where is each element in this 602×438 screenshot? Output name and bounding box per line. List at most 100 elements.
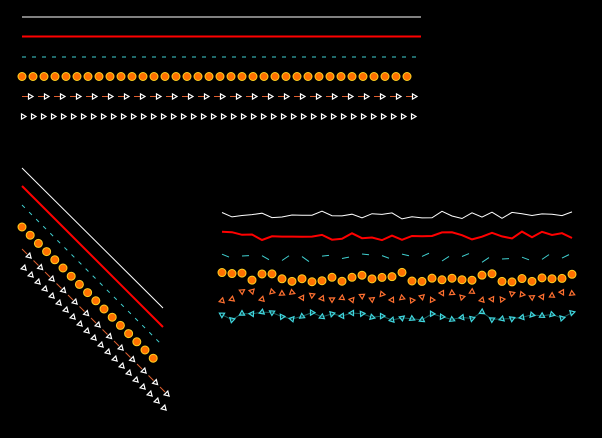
triangle-marker xyxy=(210,112,218,121)
wavy-triangle-marker xyxy=(309,308,317,317)
wavy-lines-panel xyxy=(217,210,577,324)
circle-marker xyxy=(391,72,401,81)
circle-marker xyxy=(317,276,327,286)
triangle-marker xyxy=(180,112,188,121)
circle-marker xyxy=(314,72,324,81)
wavy-triangle-marker xyxy=(468,287,476,295)
circle-marker xyxy=(427,273,437,283)
circle-marker xyxy=(25,230,35,240)
wavy-triangle-marker xyxy=(369,313,377,321)
wavy-triangle-marker xyxy=(279,313,287,321)
triangle-marker xyxy=(90,112,98,121)
diagonal-dashed-line xyxy=(21,204,162,345)
wavy-triangle-marker xyxy=(457,313,465,321)
triangle-marker xyxy=(54,298,62,306)
circle-marker xyxy=(497,276,507,286)
wavy-dash-segment xyxy=(341,256,350,259)
circle-marker xyxy=(292,72,302,81)
triangle-marker xyxy=(140,112,148,121)
wavy-faint-line xyxy=(221,311,573,321)
wavy-triangle-marker xyxy=(268,310,276,317)
wavy-triangle-marker xyxy=(308,292,316,300)
circle-marker xyxy=(127,72,137,81)
circle-marker xyxy=(248,72,258,81)
wavy-triangle-marker xyxy=(559,315,567,323)
wavy-dash-segment xyxy=(261,255,270,261)
wavy-triangle-marker xyxy=(548,291,556,298)
circle-marker xyxy=(50,72,60,81)
circle-marker xyxy=(347,272,357,282)
triangle-marker xyxy=(187,92,195,101)
triangle-marker xyxy=(390,112,398,121)
triangle-marker xyxy=(160,112,168,121)
triangle-marker xyxy=(139,92,147,101)
circle-marker xyxy=(149,72,159,81)
triangle-marker xyxy=(123,92,131,101)
wavy-triangle-marker xyxy=(387,315,395,324)
circle-marker xyxy=(116,72,126,81)
triangle-marker xyxy=(20,112,28,121)
triangle-marker xyxy=(40,112,48,121)
triangle-marker xyxy=(155,92,163,101)
circle-marker xyxy=(447,273,457,283)
triangle-marker xyxy=(340,112,348,121)
wavy-triangle-marker xyxy=(468,315,476,323)
circle-marker xyxy=(547,274,557,284)
wavy-triangle-marker xyxy=(387,296,395,304)
circle-marker xyxy=(28,72,38,81)
triangle-marker xyxy=(100,112,108,121)
wavy-triangle-marker xyxy=(328,297,336,304)
circle-marker xyxy=(467,275,477,285)
triangle-marker xyxy=(411,92,419,101)
circle-marker xyxy=(281,72,291,81)
triangle-marker xyxy=(70,297,78,305)
triangle-marker xyxy=(70,112,78,121)
circle-marker xyxy=(72,72,82,81)
circle-marker xyxy=(507,277,517,287)
circle-marker xyxy=(115,320,125,330)
circle-marker xyxy=(39,72,49,81)
circle-marker xyxy=(66,271,76,281)
wavy-triangle-marker xyxy=(247,310,255,318)
triangle-marker xyxy=(120,112,128,121)
triangle-marker xyxy=(162,389,170,397)
wavy-triangle-marker xyxy=(278,289,286,296)
triangle-marker xyxy=(80,112,88,121)
circle-marker xyxy=(204,72,214,81)
triangle-marker xyxy=(347,92,355,101)
triangle-marker xyxy=(250,112,258,121)
circle-marker xyxy=(287,276,297,286)
triangle-marker xyxy=(138,382,146,390)
wavy-triangle-marker xyxy=(257,295,265,303)
circle-marker xyxy=(387,272,397,282)
circle-marker xyxy=(567,269,577,279)
wavy-dash-segment xyxy=(401,253,410,257)
wavy-triangle-marker xyxy=(398,293,406,301)
wavy-dash-segment xyxy=(301,256,310,262)
circle-marker xyxy=(160,72,170,81)
circle-marker xyxy=(237,268,247,278)
circle-marker xyxy=(217,268,227,278)
diagonal-thick-line xyxy=(21,185,164,328)
circle-marker xyxy=(297,274,307,284)
circle-marker xyxy=(277,274,287,284)
wavy-triangle-marker xyxy=(247,288,255,296)
circle-marker xyxy=(237,72,247,81)
circle-marker xyxy=(105,72,115,81)
circle-marker xyxy=(380,72,390,81)
triangle-marker xyxy=(300,112,308,121)
wavy-triangle-marker xyxy=(337,312,345,320)
triangle-marker xyxy=(240,112,248,121)
circle-marker xyxy=(138,72,148,81)
circle-marker xyxy=(107,312,117,322)
wavy-triangle-marker xyxy=(529,310,537,318)
diagonal-solid-line xyxy=(21,167,164,309)
circle-marker xyxy=(397,267,407,277)
circle-marker xyxy=(99,304,109,314)
wavy-triangle-marker xyxy=(417,293,426,301)
triangle-marker xyxy=(235,92,243,101)
wavy-triangle-marker xyxy=(359,310,367,318)
triangle-marker xyxy=(130,112,138,121)
triangle-marker xyxy=(360,112,368,121)
